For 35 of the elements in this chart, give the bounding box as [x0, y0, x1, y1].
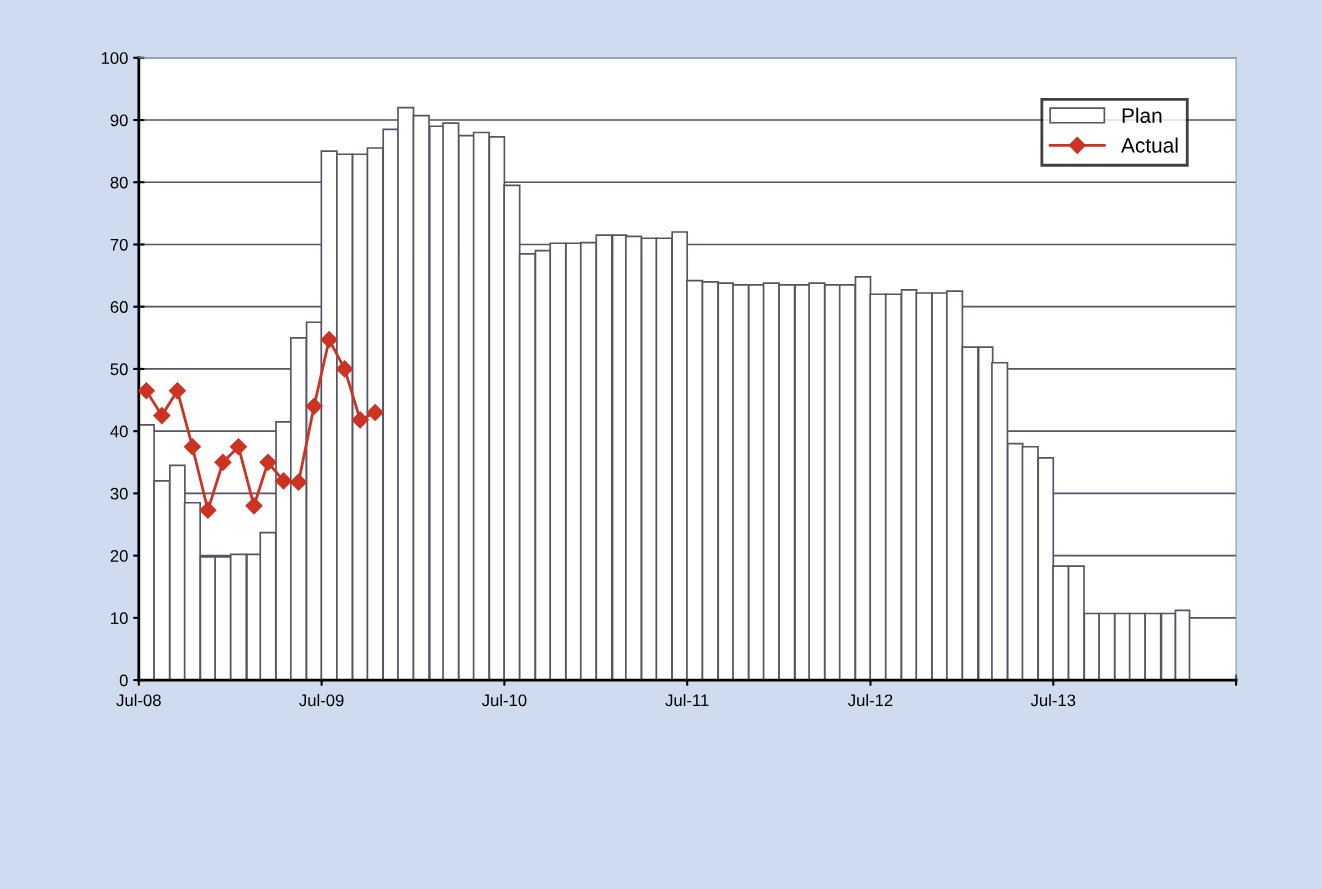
- x-tick-label: Jul-10: [481, 693, 527, 707]
- x-tick-label: Jul-12: [848, 693, 893, 707]
- x-tick-label: Jul-08: [116, 693, 161, 707]
- y-tick-label: 60: [110, 301, 128, 313]
- y-tick-label: 0: [119, 674, 128, 687]
- point: [336, 360, 354, 378]
- x-tick-label: Jul-11: [665, 693, 709, 707]
- point: [245, 497, 263, 515]
- point: [259, 453, 277, 471]
- point: [199, 501, 217, 519]
- point: [290, 473, 308, 491]
- x-tick-label: Jul-13: [1030, 693, 1076, 707]
- y-tick-label: 10: [111, 612, 128, 625]
- point: [214, 453, 232, 471]
- y-tick-label: 70: [110, 238, 128, 251]
- point: [351, 411, 369, 429]
- point: [153, 407, 171, 425]
- point: [138, 382, 155, 400]
- point: [183, 438, 201, 456]
- y-tick-label: 90: [110, 114, 128, 127]
- y-tick-label: 30: [110, 487, 128, 500]
- y-tick-label: 40: [110, 425, 128, 438]
- point: [366, 403, 384, 422]
- point: [305, 397, 323, 415]
- point: [168, 382, 186, 400]
- point: [229, 438, 248, 456]
- point: [320, 331, 338, 349]
- x-tick-label: Jul-09: [299, 693, 344, 707]
- point: [274, 472, 293, 490]
- y-tick-label: 100: [101, 52, 128, 64]
- y-tick-label: 80: [110, 176, 128, 189]
- y-tick-label: 50: [110, 363, 128, 376]
- legend-label: Actual: [1121, 137, 1178, 153]
- legend-label: Plan: [1122, 107, 1162, 123]
- y-tick-label: 20: [110, 550, 128, 562]
